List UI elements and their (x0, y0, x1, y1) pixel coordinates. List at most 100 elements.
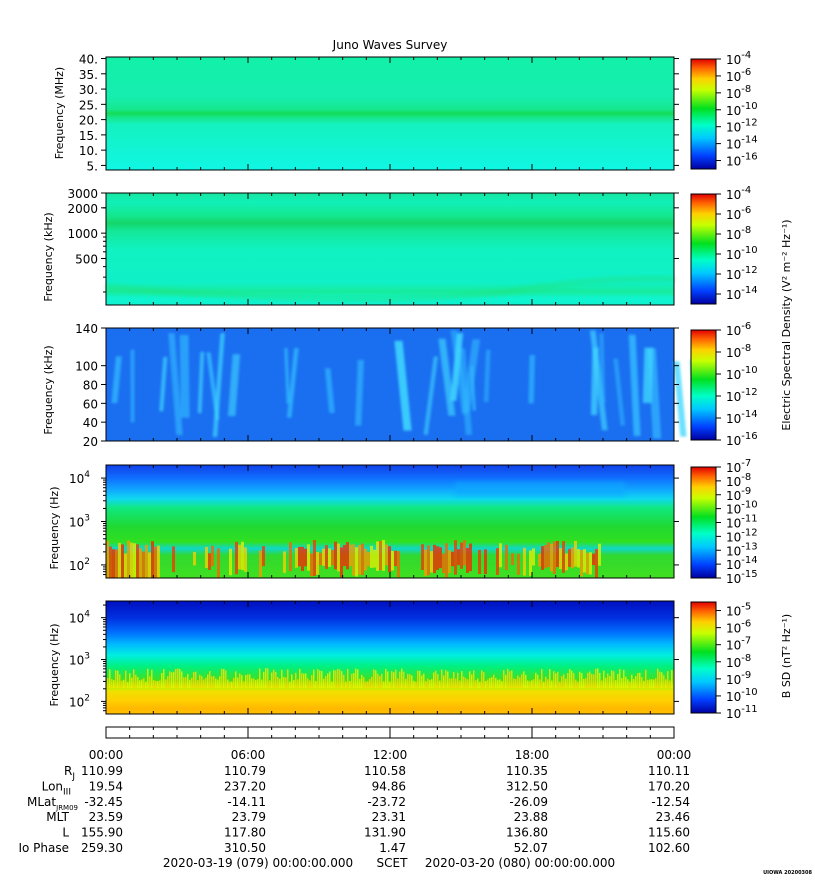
colorbar-tick-base: 10 (726, 70, 741, 84)
spike (153, 679, 155, 688)
spike (479, 681, 481, 688)
ephemeris-row-label-text: R (64, 764, 72, 778)
spike (357, 669, 359, 688)
spike (407, 673, 409, 688)
spike (421, 675, 423, 688)
ephemeris-value: -14.11 (227, 795, 266, 809)
spike (661, 672, 663, 688)
spike (439, 680, 441, 688)
ephemeris-value: 110.11 (648, 764, 690, 778)
ephemeris-value: -32.45 (84, 795, 123, 809)
burst (301, 546, 304, 571)
spike (655, 678, 657, 688)
spike (307, 678, 309, 688)
spike (185, 677, 187, 688)
spike (223, 668, 225, 688)
ephemeris-row-label: LonIII (42, 779, 71, 797)
burst (367, 552, 370, 567)
emission-streak (673, 361, 687, 437)
burst (424, 549, 427, 577)
colorbar-tick-label: 10-13 (726, 541, 758, 558)
spike (641, 677, 643, 688)
spike (437, 674, 439, 688)
spike (559, 681, 561, 688)
spike (221, 668, 223, 688)
spike (571, 670, 573, 688)
spike (115, 670, 117, 688)
spike (167, 676, 169, 688)
spike (613, 671, 615, 688)
colorbar-tick-label: 10-9 (726, 486, 751, 503)
burst (469, 543, 472, 572)
burst (388, 546, 391, 573)
time-axis-ticks (105, 727, 675, 738)
burst (361, 543, 364, 576)
spike (537, 674, 539, 688)
spike (111, 679, 113, 688)
colorbar-tick-exponent: -9 (741, 670, 751, 681)
ytick-label: 80 (83, 379, 98, 393)
spike (191, 677, 193, 688)
spike (625, 676, 627, 688)
spike (321, 670, 323, 688)
burst (541, 546, 544, 570)
burst (544, 545, 547, 569)
colorbar-tick-base: 10 (726, 622, 741, 636)
burst (385, 544, 388, 566)
spike (309, 680, 311, 688)
spike (395, 669, 397, 688)
burst (592, 553, 595, 566)
burst (373, 549, 376, 568)
spike (327, 673, 329, 688)
spike (533, 679, 535, 688)
colorbar-tick-exponent: -14 (741, 555, 757, 566)
burst (451, 551, 454, 567)
ephemeris-row-label-text: MLT (46, 810, 69, 824)
colorbar-tick-base: 10 (726, 572, 741, 586)
spike (611, 670, 613, 688)
ephemeris-row-label: L (62, 826, 69, 840)
spike (539, 679, 541, 688)
spike (379, 676, 381, 688)
burst (430, 551, 433, 573)
emission-streak (197, 351, 205, 414)
footer-stamp: UIOWA 20200308 (763, 870, 812, 876)
colorbar-label-electric-text: Electric Spectral Density (V² m⁻² Hz⁻¹) (780, 219, 793, 430)
spike (209, 671, 211, 688)
burst (484, 549, 487, 575)
colorbar-tick-label: 10-12 (726, 118, 758, 135)
panel-1: 5.10.15.20.25.30.35.40. Frequency (MHz) … (53, 50, 758, 173)
colorbar-tick-label: 10-15 (726, 569, 758, 586)
spike (117, 670, 119, 688)
spike (155, 680, 157, 688)
burst (583, 549, 586, 573)
burst (244, 547, 247, 572)
burst (355, 547, 358, 577)
ytick-label: 100 (75, 360, 98, 374)
burst (118, 542, 121, 578)
colorbar-tick-base: 10 (726, 461, 741, 475)
colorbar-tick-exponent: -12 (741, 527, 757, 538)
spike (665, 679, 667, 688)
colorbar-tick-base: 10 (726, 558, 741, 572)
burst (211, 545, 214, 567)
spike (217, 679, 219, 688)
spike (671, 670, 673, 688)
spike (135, 674, 137, 688)
burst (307, 544, 310, 571)
spike (159, 680, 161, 688)
burst (562, 541, 565, 573)
spike (593, 674, 595, 688)
spike (301, 673, 303, 688)
colorbar-tick-base: 10 (726, 104, 741, 118)
footer-start-time: 2020-03-19 (079) 00:00:00.000 (163, 856, 353, 870)
spike (333, 669, 335, 688)
spike (473, 670, 475, 688)
ephemeris-value: -26.09 (509, 795, 548, 809)
ephemeris-value: 170.20 (648, 779, 690, 793)
burst (313, 540, 316, 576)
burst (466, 547, 469, 573)
